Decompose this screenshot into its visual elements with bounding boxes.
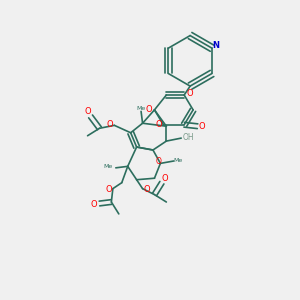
Text: O: O [199, 122, 205, 131]
Text: OH: OH [183, 133, 194, 142]
Text: O: O [156, 120, 162, 129]
Text: O: O [186, 89, 193, 98]
Text: Me: Me [136, 106, 146, 111]
Text: O: O [91, 200, 98, 209]
Text: O: O [144, 185, 150, 194]
Text: O: O [84, 107, 91, 116]
Text: O: O [145, 105, 152, 114]
Text: N: N [212, 41, 219, 50]
Text: O: O [106, 185, 112, 194]
Text: Me: Me [104, 164, 113, 169]
Text: Me: Me [174, 158, 183, 163]
Text: O: O [161, 174, 168, 183]
Text: O: O [156, 158, 162, 166]
Text: O: O [106, 120, 113, 129]
